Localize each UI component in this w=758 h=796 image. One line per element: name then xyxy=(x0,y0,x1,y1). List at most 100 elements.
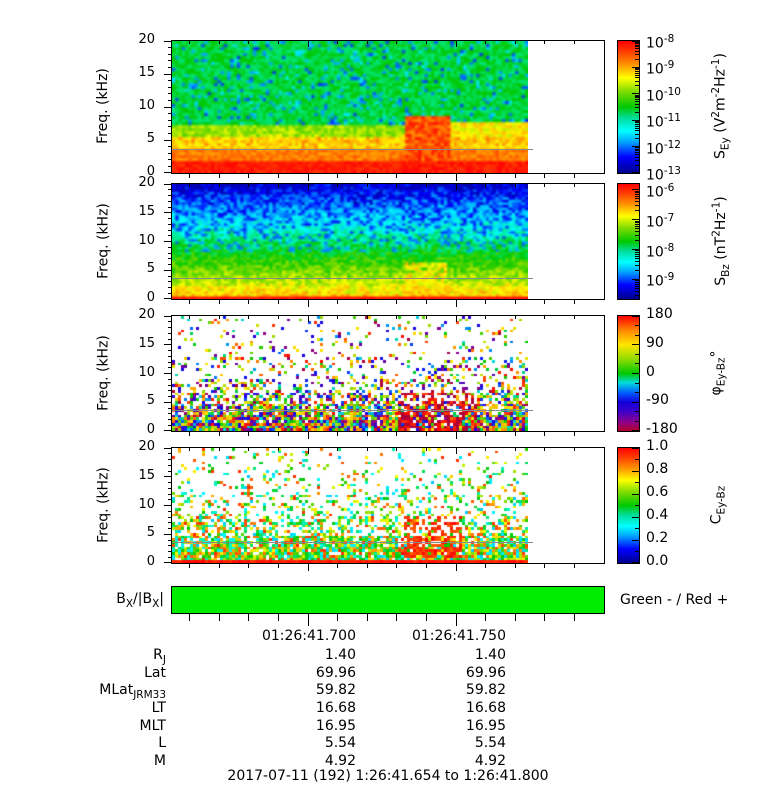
x-axis-tick xyxy=(514,563,516,568)
freq-tick-label: 20 xyxy=(138,307,155,322)
x-axis-tick xyxy=(278,173,280,178)
x-axis-tick xyxy=(425,448,427,451)
colorbar-tick xyxy=(632,493,639,495)
x-axis-tick xyxy=(248,613,250,621)
ephemeris-value: 69.96 xyxy=(465,665,506,681)
y-axis-tick xyxy=(168,159,172,161)
colorbar-minor-tick xyxy=(635,294,639,296)
y-axis-tick xyxy=(164,139,172,141)
colorbar-tick xyxy=(632,430,639,431)
y-axis-tick xyxy=(168,407,172,409)
ephemeris-row-label: MLT xyxy=(139,718,166,734)
x-axis-tick xyxy=(278,316,280,319)
colorbar-tick-label: 10-9 xyxy=(646,59,675,79)
colorbar-tick xyxy=(632,249,639,251)
colorbar-tick xyxy=(632,470,639,472)
colorbar-minor-tick xyxy=(635,103,639,105)
colorbar-minor-tick xyxy=(635,154,639,156)
x-axis-tick xyxy=(366,173,368,178)
y-axis-tick xyxy=(168,47,172,49)
x-axis-tick xyxy=(248,41,250,44)
x-axis-tick xyxy=(425,316,427,319)
colorbar-tick-label: 0.4 xyxy=(646,507,669,523)
colorbar-tick-label: 180 xyxy=(646,306,673,322)
ephemeris-value: 4.92 xyxy=(474,753,506,769)
x-axis-tick xyxy=(425,431,427,436)
y-axis-tick xyxy=(164,184,172,185)
colorbar-tick xyxy=(632,539,639,541)
x-axis-tick xyxy=(455,613,457,626)
colorbar-minor-tick xyxy=(635,43,639,45)
spectrogram-panel-sbz xyxy=(164,183,605,307)
colorbar-minor-tick xyxy=(635,133,639,135)
ephemeris-row-label: L xyxy=(158,735,166,751)
y-axis-tick xyxy=(164,505,172,506)
x-axis-tick xyxy=(218,448,220,451)
y-axis-tick xyxy=(168,424,172,426)
colorbar-minor-tick xyxy=(635,528,639,529)
y-axis-tick xyxy=(168,464,172,466)
colorbar-tick-label: 10-7 xyxy=(646,211,675,231)
colorbar-tick-label: 0.2 xyxy=(646,530,669,546)
x-axis-tick xyxy=(396,448,398,451)
y-axis-tick xyxy=(168,516,172,518)
colorbar-minor-tick xyxy=(635,287,639,289)
colorbar-minor-tick xyxy=(635,159,639,161)
x-axis-tick xyxy=(189,299,191,304)
x-axis-tick xyxy=(425,613,427,621)
y-axis-tick xyxy=(168,459,172,460)
freq-tick-label: 5 xyxy=(146,131,155,146)
colorbar-minor-tick xyxy=(635,482,639,483)
colorbar-minor-tick xyxy=(635,195,639,197)
colorbar-gradient xyxy=(617,40,640,174)
ephemeris-value: 59.82 xyxy=(315,682,356,698)
x-axis-tick xyxy=(544,173,546,178)
x-axis-tick xyxy=(278,299,280,304)
x-axis-tick xyxy=(248,299,250,304)
y-axis-tick xyxy=(168,327,172,328)
x-axis-tick xyxy=(307,299,309,307)
y-axis-tick xyxy=(164,476,172,478)
x-axis-tick xyxy=(248,448,250,451)
x-axis-tick xyxy=(514,613,516,621)
x-axis-tick xyxy=(514,299,516,304)
y-axis-tick xyxy=(168,200,172,202)
colorbar-minor-tick xyxy=(635,107,639,109)
colorbar-tick-label: 10-10 xyxy=(646,85,681,105)
colorbar-tick-label: 10-13 xyxy=(646,165,681,184)
y-axis-tick xyxy=(168,556,172,558)
x-axis-tick xyxy=(485,299,487,304)
x-axis-tick xyxy=(278,613,280,621)
colorbar-tick-label: 1.0 xyxy=(646,438,669,454)
colorbar-tick-label: 10-9 xyxy=(646,271,675,291)
freq-tick-label: 15 xyxy=(138,203,155,219)
y-axis-tick xyxy=(168,545,172,547)
x-axis-tick xyxy=(366,613,368,621)
freq-axis-label: Freq. (kHz) xyxy=(95,334,111,411)
x-axis-tick xyxy=(307,431,309,439)
x-axis-tick xyxy=(396,173,398,178)
colorbar-minor-tick xyxy=(635,190,639,192)
x-axis-tick xyxy=(248,184,250,187)
colorbar-tick-label: 0.8 xyxy=(646,461,669,477)
spectrogram-panel-sey xyxy=(164,40,605,181)
colorbar-minor-tick xyxy=(635,281,639,283)
colorbar-minor-tick xyxy=(635,234,639,236)
x-axis-tick xyxy=(544,316,546,319)
x-axis-tick xyxy=(455,299,457,307)
colorbar-minor-tick xyxy=(635,85,639,87)
colorbar-minor-tick xyxy=(635,77,639,79)
x-axis-tick xyxy=(396,41,398,44)
colorbar-tick-label: -90 xyxy=(646,392,669,409)
y-axis-tick xyxy=(168,119,172,121)
time-tick-label: 01:26:41.750 xyxy=(411,628,506,644)
ephemeris-value: 1.40 xyxy=(474,647,506,663)
colorbar-minor-tick xyxy=(635,250,639,252)
x-axis-tick xyxy=(396,299,398,304)
colorbar-minor-tick xyxy=(635,111,639,113)
y-axis-tick xyxy=(168,390,172,392)
x-axis-tick xyxy=(189,613,191,621)
y-axis-tick xyxy=(168,292,172,294)
y-axis-tick xyxy=(168,487,172,489)
colorbar-minor-tick xyxy=(635,151,639,153)
